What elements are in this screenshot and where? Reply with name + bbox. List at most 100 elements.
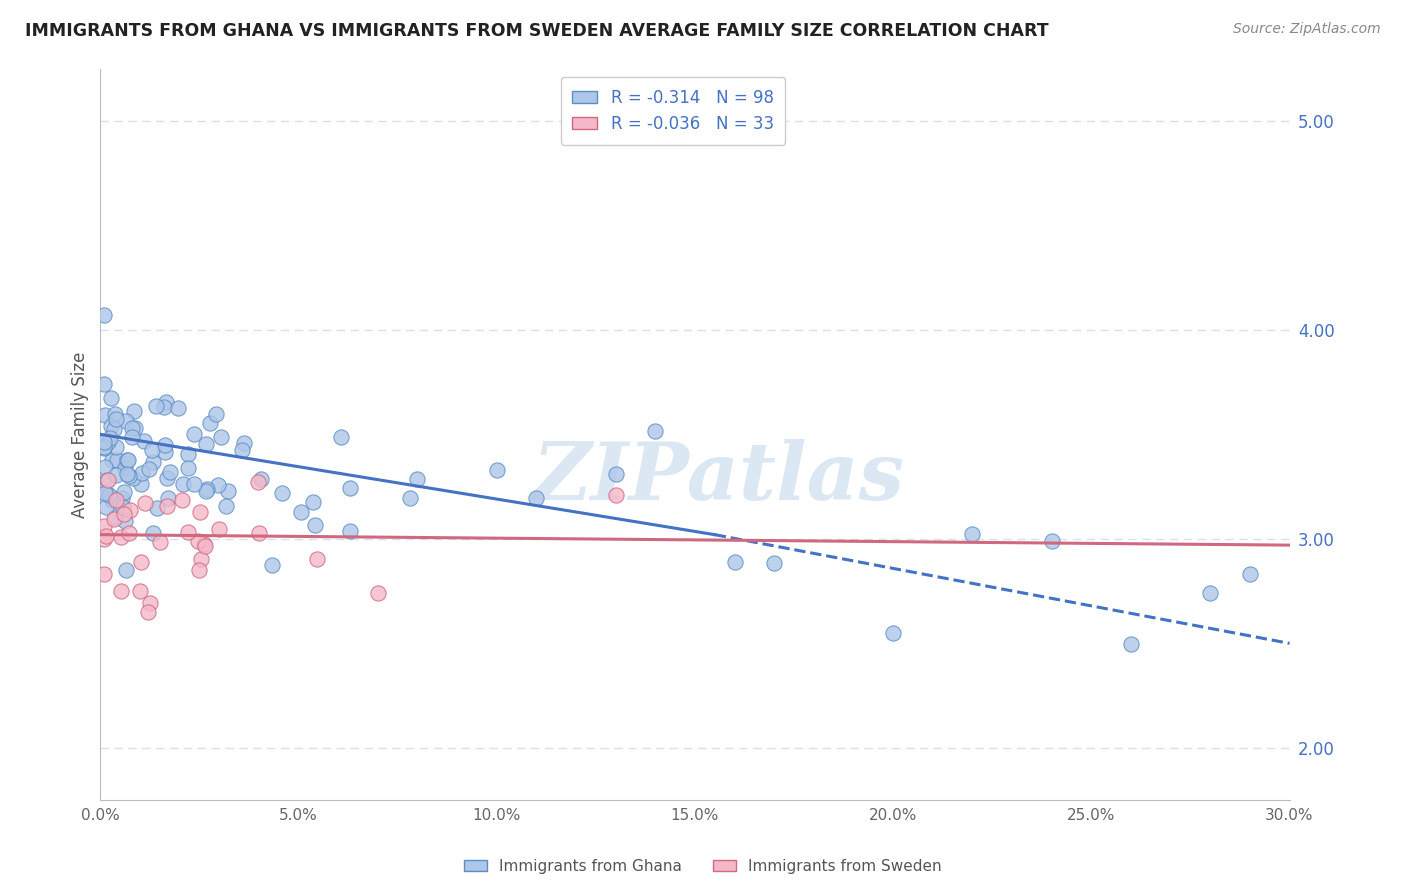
Point (170, 492, 193, 507)
Point (882, 625, 904, 640)
Point (190, 551, 212, 566)
Point (156, 499, 179, 513)
Point (103, 511, 125, 525)
Point (97, 434, 120, 449)
Point (329, 430, 352, 444)
Point (105, 453, 128, 467)
Point (93, 308, 115, 322)
Point (215, 500, 238, 514)
Point (177, 447, 200, 461)
Point (1040, 534, 1063, 549)
Point (115, 563, 138, 577)
Point (962, 527, 984, 541)
Point (187, 533, 209, 548)
Point (115, 467, 138, 481)
Point (485, 463, 508, 477)
Point (103, 422, 125, 436)
Point (132, 434, 155, 448)
Point (117, 526, 139, 541)
Point (398, 491, 420, 505)
Point (208, 521, 231, 535)
Point (105, 440, 128, 454)
Point (138, 605, 160, 619)
Point (145, 399, 167, 413)
Point (142, 525, 165, 540)
Point (115, 453, 138, 467)
Point (304, 517, 326, 532)
Point (93, 518, 115, 533)
Point (111, 491, 134, 505)
Point (93, 566, 115, 581)
Point (198, 416, 221, 430)
Point (124, 421, 146, 435)
Point (526, 491, 548, 505)
Point (763, 557, 786, 571)
Point (153, 401, 176, 415)
Text: IMMIGRANTS FROM GHANA VS IMMIGRANTS FROM SWEDEN AVERAGE FAMILY SIZE CORRELATION : IMMIGRANTS FROM GHANA VS IMMIGRANTS FROM… (25, 22, 1049, 40)
Point (406, 472, 429, 486)
Point (139, 596, 162, 610)
Point (112, 485, 135, 500)
Point (141, 442, 163, 457)
Point (195, 482, 218, 496)
Point (155, 438, 177, 452)
Point (122, 471, 145, 485)
Point (209, 429, 232, 443)
Point (1119, 637, 1142, 651)
Point (246, 475, 269, 489)
Point (104, 407, 127, 421)
Point (131, 467, 153, 481)
Point (114, 460, 136, 475)
Point (339, 524, 361, 538)
Point (723, 556, 745, 570)
Point (94, 486, 117, 500)
Point (271, 486, 294, 500)
Point (110, 584, 132, 599)
Point (93, 440, 115, 454)
Point (231, 443, 253, 458)
Point (121, 420, 143, 434)
Point (122, 404, 145, 418)
Point (290, 505, 312, 519)
Point (183, 427, 205, 442)
Point (129, 476, 152, 491)
Point (97, 473, 120, 487)
Point (149, 535, 172, 549)
Point (193, 537, 215, 551)
Point (105, 493, 128, 508)
Point (93, 442, 115, 456)
Point (172, 477, 194, 491)
Y-axis label: Average Family Size: Average Family Size (72, 351, 89, 517)
Point (605, 467, 627, 482)
Point (96, 529, 118, 543)
Point (232, 436, 254, 450)
Point (194, 484, 217, 499)
Point (207, 478, 229, 492)
Point (183, 477, 205, 491)
Text: ZIPatlas: ZIPatlas (533, 440, 905, 517)
Point (156, 471, 179, 485)
Point (93, 434, 115, 449)
Point (112, 507, 135, 521)
Point (94, 500, 117, 515)
Point (111, 500, 134, 514)
Point (100, 418, 122, 433)
Point (129, 583, 152, 598)
Point (114, 514, 136, 528)
Point (104, 468, 127, 483)
Point (156, 491, 179, 506)
Point (194, 539, 217, 553)
Point (101, 453, 124, 467)
Point (93, 408, 115, 422)
Point (155, 395, 177, 409)
Point (93, 377, 115, 392)
Point (120, 503, 142, 517)
Point (155, 445, 177, 459)
Point (339, 481, 361, 495)
Point (260, 558, 283, 572)
Point (1199, 586, 1222, 600)
Point (205, 407, 228, 421)
Point (94, 486, 117, 500)
Point (217, 483, 239, 498)
Point (94, 459, 117, 474)
